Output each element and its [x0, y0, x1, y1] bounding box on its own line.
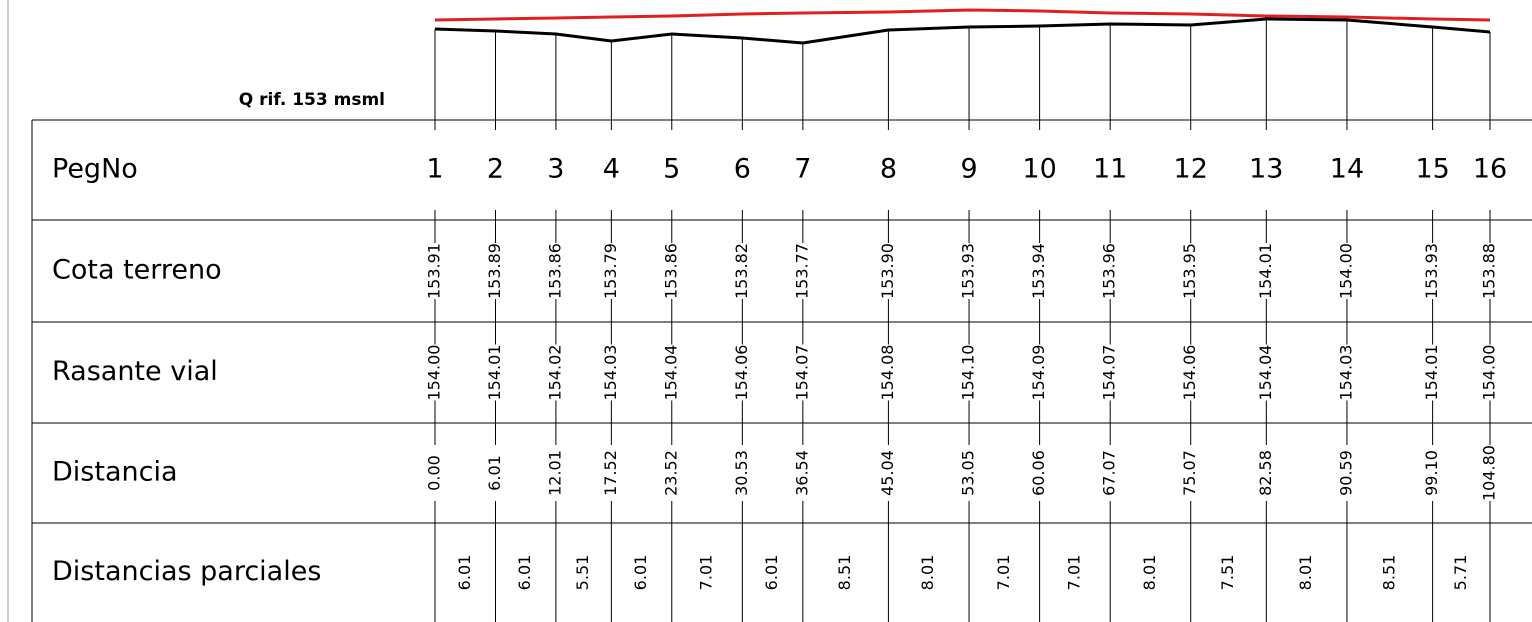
value: 5.51: [573, 555, 592, 591]
value: 6.01: [455, 555, 474, 591]
value: 8.01: [1296, 555, 1315, 591]
value: 36.54: [792, 450, 811, 496]
value: 82.58: [1256, 450, 1275, 496]
value: 45.04: [878, 450, 897, 496]
value: 6.01: [762, 555, 781, 591]
value: 0.00: [425, 455, 444, 491]
value: 104.80: [1480, 445, 1499, 501]
value: 8.51: [835, 555, 854, 591]
value: 75.07: [1180, 450, 1199, 496]
value: 153.89: [485, 243, 504, 299]
peg-number: 8: [880, 154, 897, 185]
peg-number: 6: [734, 154, 751, 185]
peg-number: 3: [547, 154, 564, 185]
value: 154.07: [792, 345, 811, 401]
value: 153.93: [1422, 243, 1441, 299]
value: 154.06: [732, 345, 751, 401]
value: 30.53: [732, 450, 751, 496]
value: 154.01: [1256, 243, 1275, 299]
row-label: Distancia: [52, 457, 178, 488]
value: 154.04: [1256, 345, 1275, 401]
value: 153.91: [425, 243, 444, 299]
value: 153.86: [661, 243, 680, 299]
value: 8.51: [1379, 555, 1398, 591]
reference-label: Q rif. 153 msml: [239, 90, 385, 110]
value: 60.06: [1029, 450, 1048, 496]
value: 99.10: [1422, 450, 1441, 496]
value: 154.00: [1480, 345, 1499, 401]
terrain-line: [434, 17, 1491, 45]
value: 6.01: [485, 455, 504, 491]
value: 153.94: [1029, 243, 1048, 299]
peg-number: 13: [1249, 154, 1283, 185]
value: 153.90: [878, 243, 897, 299]
value: 153.96: [1100, 243, 1119, 299]
value: 154.03: [1336, 345, 1355, 401]
value: 12.01: [545, 450, 564, 496]
row-label: Cota terreno: [52, 255, 222, 286]
value: 154.04: [661, 345, 680, 401]
value: 153.79: [601, 243, 620, 299]
value: 90.59: [1336, 450, 1355, 496]
row-label: PegNo: [52, 154, 138, 185]
road-grade-line: [434, 8, 1491, 22]
peg-number: 12: [1174, 154, 1208, 185]
peg-number: 16: [1473, 154, 1507, 185]
value: 154.10: [959, 345, 978, 401]
value: 53.05: [959, 450, 978, 496]
value: 153.88: [1480, 243, 1499, 299]
value: 154.01: [485, 345, 504, 401]
value: 154.09: [1029, 345, 1048, 401]
row-label: Distancias parciales: [52, 556, 321, 587]
value: 154.00: [1336, 243, 1355, 299]
peg-number: 10: [1022, 154, 1056, 185]
value: 7.01: [994, 555, 1013, 591]
value: 17.52: [601, 450, 620, 496]
value: 6.01: [631, 555, 650, 591]
row-label: Rasante vial: [52, 356, 218, 387]
value: 5.71: [1451, 555, 1470, 591]
peg-number: 1: [426, 154, 443, 185]
peg-number: 11: [1093, 154, 1127, 185]
value: 154.08: [878, 345, 897, 401]
value: 153.93: [959, 243, 978, 299]
value: 67.07: [1100, 450, 1119, 496]
value: 23.52: [661, 450, 680, 496]
value: 153.77: [792, 243, 811, 299]
value: 154.07: [1100, 345, 1119, 401]
value: 7.51: [1218, 555, 1237, 591]
value: 6.01: [515, 555, 534, 591]
peg-number: 15: [1415, 154, 1449, 185]
peg-number: 4: [603, 154, 620, 185]
value: 154.06: [1180, 345, 1199, 401]
peg-number: 2: [487, 154, 504, 185]
peg-number: 9: [960, 154, 977, 185]
value: 7.01: [697, 555, 716, 591]
value: 154.01: [1422, 345, 1441, 401]
value: 153.86: [545, 243, 564, 299]
peg-number: 5: [663, 154, 680, 185]
peg-number: 7: [794, 154, 811, 185]
value: 153.82: [732, 243, 751, 299]
value: 153.95: [1180, 243, 1199, 299]
value: 154.02: [545, 345, 564, 401]
value: 8.01: [918, 555, 937, 591]
value: 154.00: [425, 345, 444, 401]
value: 8.01: [1140, 555, 1159, 591]
value: 154.03: [601, 345, 620, 401]
value: 7.01: [1064, 555, 1083, 591]
peg-number: 14: [1330, 154, 1364, 185]
